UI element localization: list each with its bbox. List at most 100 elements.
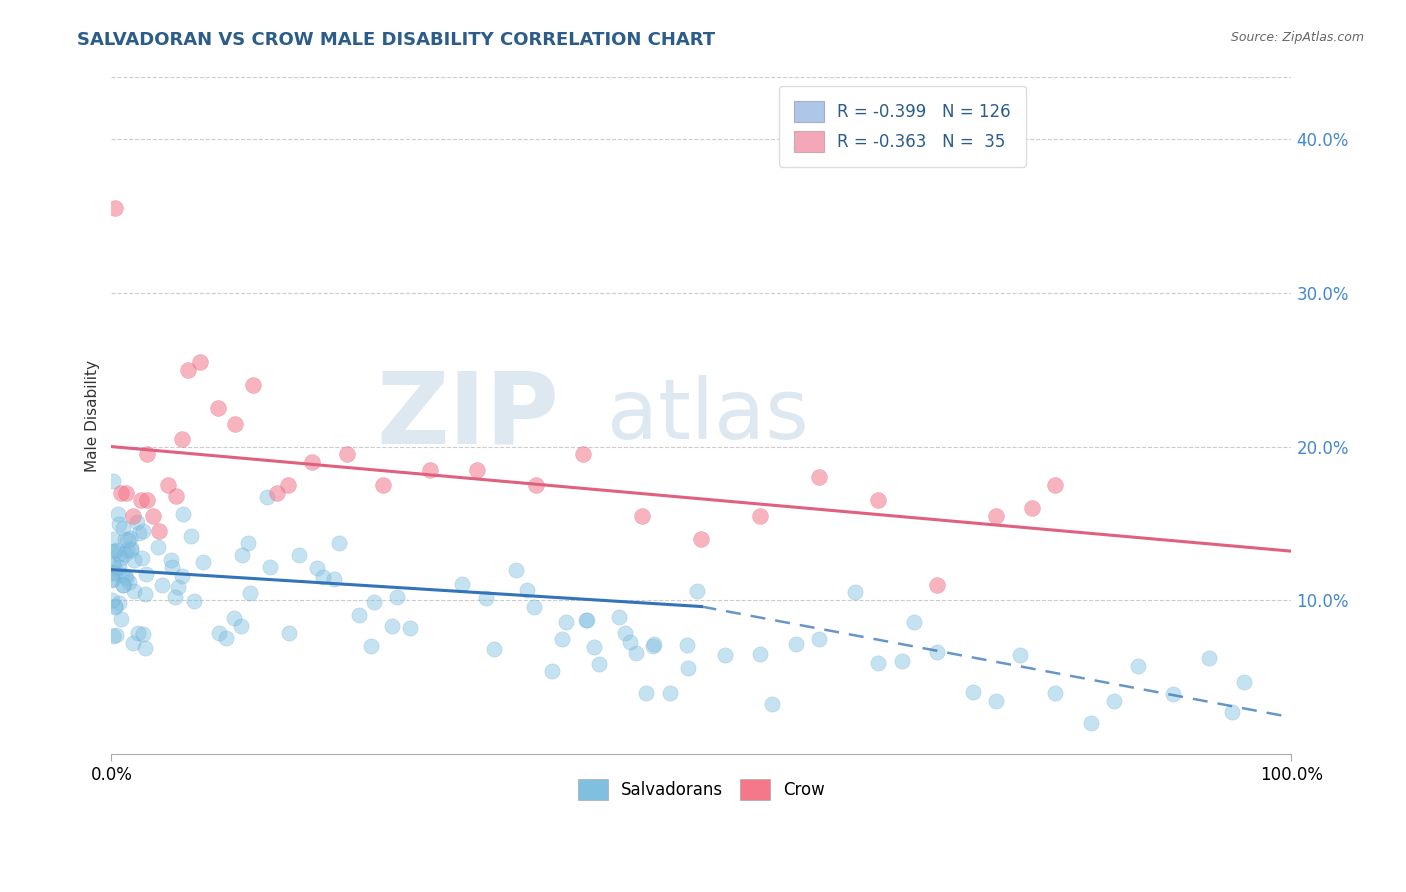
Point	[129, 493, 152, 508]
Point	[103, 543, 125, 558]
Point	[120, 543, 142, 558]
Point	[363, 595, 385, 609]
Point	[152, 578, 174, 592]
Point	[658, 686, 681, 700]
Point	[572, 447, 595, 461]
Point	[108, 559, 131, 574]
Point	[110, 485, 132, 500]
Point	[576, 614, 599, 628]
Point	[163, 590, 186, 604]
Point	[114, 485, 136, 500]
Text: Source: ZipAtlas.com: Source: ZipAtlas.com	[1230, 31, 1364, 45]
Point	[103, 560, 125, 574]
Point	[101, 474, 124, 488]
Point	[482, 642, 505, 657]
Point	[551, 632, 574, 647]
Point	[749, 508, 772, 523]
Point	[101, 572, 124, 586]
Point	[868, 493, 890, 508]
Point	[103, 599, 125, 613]
Point	[100, 543, 122, 558]
Point	[160, 553, 183, 567]
Point	[242, 378, 264, 392]
Point	[1045, 478, 1067, 492]
Point	[177, 362, 200, 376]
Point	[643, 637, 665, 651]
Point	[165, 489, 187, 503]
Point	[676, 638, 699, 652]
Text: SALVADORAN VS CROW MALE DISABILITY CORRELATION CHART: SALVADORAN VS CROW MALE DISABILITY CORRE…	[77, 31, 716, 49]
Point	[157, 478, 180, 492]
Point	[103, 557, 125, 571]
Point	[172, 569, 194, 583]
Text: ZIP: ZIP	[377, 368, 560, 465]
Point	[103, 566, 125, 580]
Legend: Salvadorans, Crow: Salvadorans, Crow	[564, 765, 838, 814]
Point	[131, 550, 153, 565]
Point	[761, 697, 783, 711]
Point	[676, 661, 699, 675]
Point	[135, 447, 157, 461]
Point	[844, 584, 866, 599]
Point	[118, 574, 141, 589]
Point	[117, 533, 139, 547]
Point	[381, 618, 404, 632]
Point	[191, 555, 214, 569]
Point	[1163, 687, 1185, 701]
Point	[986, 508, 1008, 523]
Point	[110, 568, 132, 582]
Point	[107, 508, 129, 522]
Point	[259, 559, 281, 574]
Point	[505, 564, 527, 578]
Point	[808, 470, 831, 484]
Point	[624, 646, 647, 660]
Point	[121, 636, 143, 650]
Point	[114, 569, 136, 583]
Point	[619, 635, 641, 649]
Point	[128, 525, 150, 540]
Point	[104, 201, 127, 215]
Point	[360, 639, 382, 653]
Point	[312, 569, 335, 583]
Point	[122, 584, 145, 599]
Point	[347, 608, 370, 623]
Point	[105, 542, 128, 557]
Point	[1222, 705, 1244, 719]
Point	[1080, 716, 1102, 731]
Point	[301, 455, 323, 469]
Point	[808, 632, 831, 646]
Point	[686, 584, 709, 599]
Point	[474, 591, 496, 605]
Point	[120, 541, 142, 555]
Point	[100, 593, 122, 607]
Point	[142, 508, 165, 523]
Point	[134, 587, 156, 601]
Point	[110, 550, 132, 565]
Point	[132, 626, 155, 640]
Point	[465, 463, 488, 477]
Point	[607, 609, 630, 624]
Point	[108, 596, 131, 610]
Point	[541, 664, 564, 678]
Point	[1126, 658, 1149, 673]
Point	[927, 645, 949, 659]
Point	[239, 586, 262, 600]
Point	[166, 581, 188, 595]
Point	[266, 485, 288, 500]
Point	[1198, 650, 1220, 665]
Point	[524, 478, 547, 492]
Point	[1021, 501, 1043, 516]
Point	[575, 613, 598, 627]
Point	[172, 432, 194, 446]
Point	[108, 517, 131, 532]
Point	[588, 657, 610, 671]
Point	[108, 547, 131, 561]
Point	[146, 540, 169, 554]
Point	[371, 478, 394, 492]
Point	[104, 599, 127, 614]
Point	[868, 656, 890, 670]
Point	[288, 548, 311, 562]
Point	[114, 572, 136, 586]
Point	[1045, 686, 1067, 700]
Point	[111, 578, 134, 592]
